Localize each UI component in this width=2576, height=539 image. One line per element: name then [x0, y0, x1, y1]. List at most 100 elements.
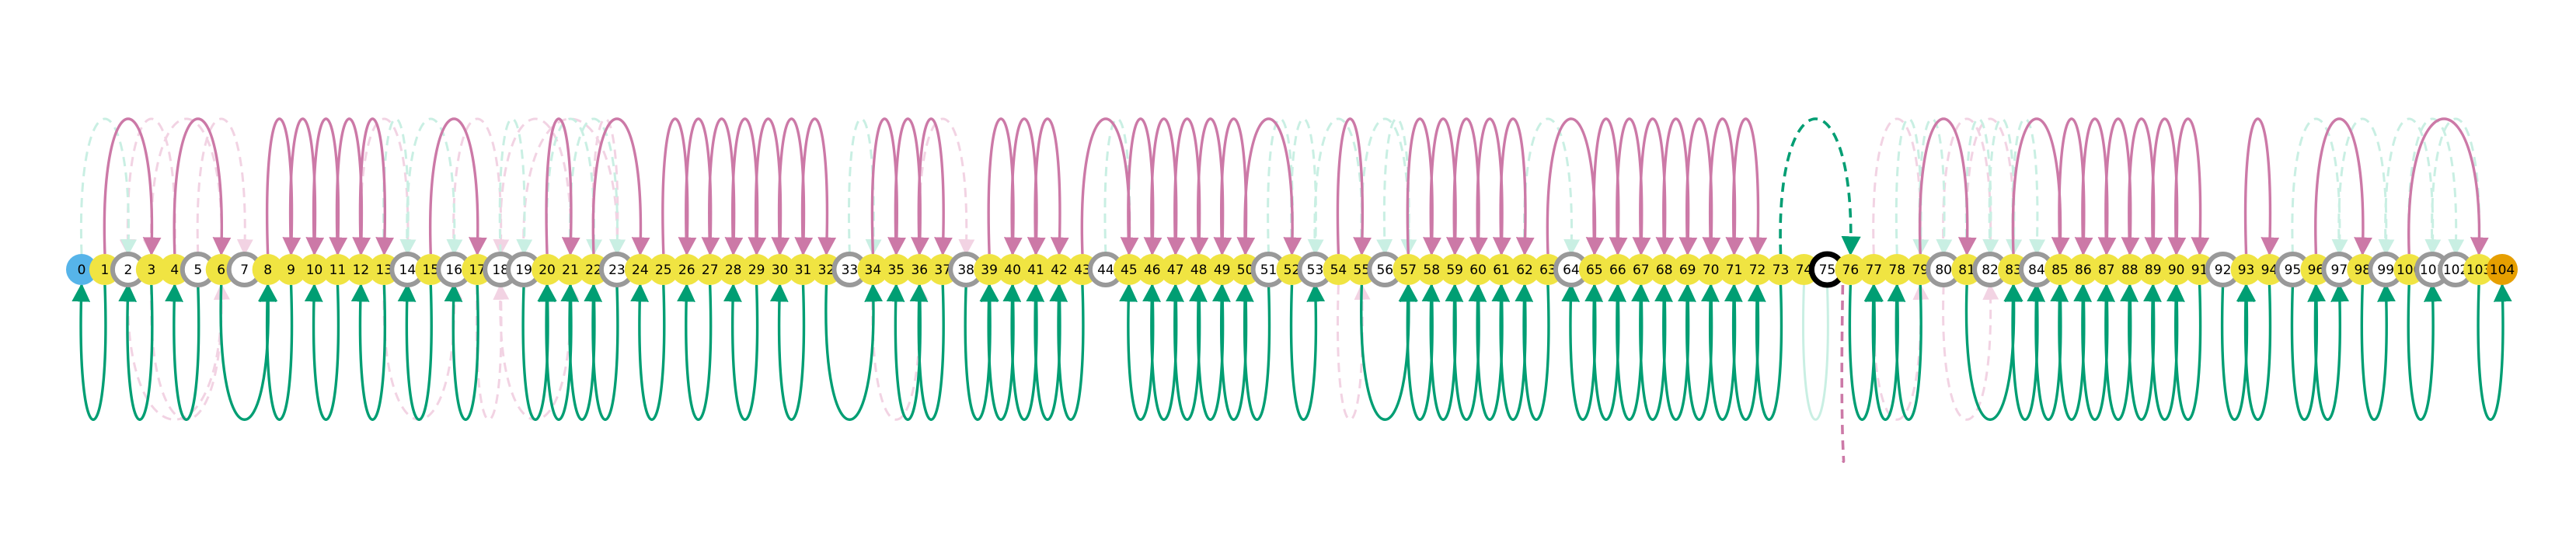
arc-above	[1127, 117, 1163, 256]
node-84: 84	[2018, 252, 2055, 287]
node-2: 2	[110, 252, 146, 287]
node-53: 53	[1297, 252, 1333, 287]
arc-above	[777, 117, 814, 256]
node-label: 98	[2354, 263, 2371, 278]
node-circle	[1462, 254, 1494, 285]
arc-below	[1747, 283, 1783, 421]
node-label: 24	[632, 263, 649, 278]
node-circle	[1020, 254, 1052, 285]
node-label: 33	[842, 263, 859, 278]
node-label: 21	[562, 263, 579, 278]
node-label: 61	[1493, 263, 1510, 278]
arc-above	[800, 117, 837, 256]
node-26: 26	[671, 254, 702, 285]
arc-below	[677, 283, 713, 421]
arc-above-faded-teal	[79, 117, 138, 256]
node-circle	[1183, 254, 1215, 285]
arc-above	[2081, 117, 2117, 256]
node-label: 51	[1260, 263, 1278, 278]
node-21: 21	[554, 254, 586, 285]
node-77: 77	[1858, 254, 1890, 285]
arc-below	[350, 283, 387, 421]
arc-above	[1406, 117, 1441, 256]
arc-above-faded-teal	[1918, 117, 1953, 256]
arc-above	[2151, 117, 2187, 256]
arc-below	[1678, 283, 1713, 421]
arc-above-faded-teal	[1103, 117, 1138, 256]
node-label: 94	[2261, 263, 2278, 278]
node-label: 47	[1167, 263, 1184, 278]
node-label: 15	[422, 263, 439, 278]
arc-below	[71, 283, 107, 421]
node-97: 97	[2321, 252, 2358, 287]
arc-above-faded-teal	[1290, 117, 1324, 256]
arc-above	[1708, 117, 1745, 256]
arc-below	[2097, 283, 2132, 421]
node-circle	[1671, 254, 1703, 285]
node-29: 29	[741, 254, 772, 285]
arc-above	[1616, 117, 1651, 256]
node-label: 46	[1144, 263, 1161, 278]
node-39: 39	[974, 254, 1006, 285]
node-51: 51	[1250, 252, 1287, 287]
node-68: 68	[1648, 254, 1680, 285]
node-90: 90	[2160, 254, 2192, 285]
arc-above	[2058, 117, 2093, 256]
arc-below	[2166, 283, 2202, 421]
arc-above	[265, 117, 302, 256]
node-circle	[554, 254, 586, 285]
node-86: 86	[2067, 254, 2099, 285]
arc-above	[591, 117, 650, 256]
node-49: 49	[1206, 254, 1238, 285]
arc-below	[2290, 283, 2327, 421]
node-label: 14	[399, 263, 417, 278]
arc-below	[2407, 283, 2442, 421]
node-24: 24	[624, 254, 656, 285]
arc-below	[769, 283, 806, 421]
node-58: 58	[1416, 254, 1448, 285]
node-label: 84	[2028, 263, 2045, 278]
arc-below	[1360, 283, 1418, 421]
node-label: 22	[585, 263, 602, 278]
arc-below	[1584, 283, 1620, 421]
node-label: 36	[911, 263, 928, 278]
arc-below-faded	[1942, 283, 1999, 421]
node-label: 87	[2098, 263, 2115, 278]
node-circle	[2230, 254, 2262, 285]
node-76: 76	[1835, 254, 1867, 285]
arc-above-faded-teal	[2337, 117, 2395, 256]
arc-below	[2360, 283, 2396, 421]
node-label: 41	[1027, 263, 1044, 278]
node-label: 11	[329, 263, 347, 278]
node-30: 30	[764, 254, 796, 285]
arc-below	[1142, 283, 1178, 421]
arc-above	[870, 117, 906, 256]
node-label: 93	[2238, 263, 2255, 278]
node-11: 11	[322, 254, 354, 285]
node-label: 10	[306, 263, 323, 278]
node-circle	[787, 254, 819, 285]
arc-above-faded	[499, 117, 580, 256]
node-circle	[2137, 254, 2169, 285]
arc-above-faded	[142, 117, 223, 256]
node-circle	[2044, 254, 2076, 285]
arc-above	[173, 117, 232, 256]
arc-below	[1002, 283, 1038, 421]
arc-above-faded-teal	[498, 117, 533, 256]
arc-above	[1336, 117, 1372, 256]
arc-above	[1592, 117, 1628, 256]
node-circle	[2090, 254, 2122, 285]
arc-below	[1212, 283, 1248, 421]
arc-above-faded-teal	[1895, 117, 1929, 256]
node-circle	[135, 254, 167, 285]
arc-above	[1034, 117, 1069, 256]
node-label: 63	[1539, 263, 1556, 278]
arc-below	[521, 283, 557, 421]
node-73: 73	[1765, 254, 1797, 285]
arc-below	[824, 283, 883, 421]
node-label: 29	[748, 263, 765, 278]
node-label: 91	[2191, 263, 2208, 278]
node-circle	[1765, 254, 1797, 285]
node-label: 90	[2168, 263, 2185, 278]
arc-above	[1476, 117, 1511, 256]
